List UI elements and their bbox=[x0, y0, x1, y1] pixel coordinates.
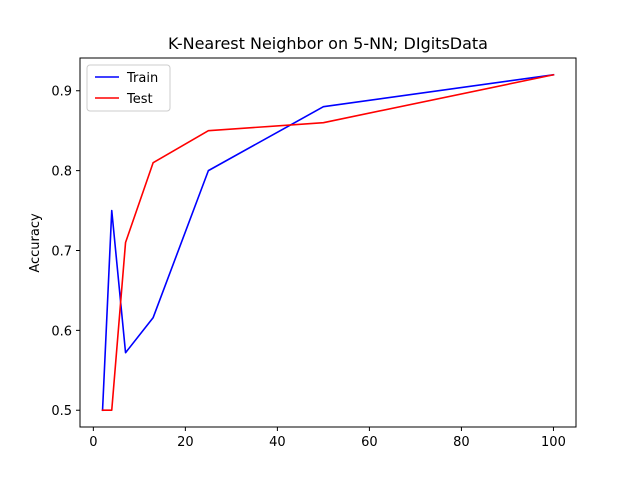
series-line-test bbox=[101, 73, 555, 412]
y-tick-label: 0.9 bbox=[51, 85, 72, 100]
x-tick-label: 20 bbox=[177, 435, 194, 450]
axes-frame bbox=[79, 57, 577, 428]
y-tick-label: 0.5 bbox=[51, 404, 72, 419]
series-lines bbox=[101, 73, 555, 412]
axes: 0 20 40 60 80 100 0.5 0.6 0.7 0.8 0.9 bbox=[51, 57, 577, 450]
chart-title: K-Nearest Neighbor on 5-NN; DIgitsData bbox=[168, 34, 488, 53]
legend-label-train: Train bbox=[126, 71, 158, 86]
x-tick-label: 80 bbox=[453, 435, 470, 450]
legend-label-test: Test bbox=[126, 92, 153, 107]
y-tick-label: 0.7 bbox=[51, 244, 72, 259]
y-axis-label: Accuracy bbox=[28, 213, 43, 273]
x-tick-label: 100 bbox=[541, 435, 566, 450]
plot-area bbox=[101, 73, 555, 412]
series-line-train bbox=[101, 73, 555, 412]
legend: Train Test bbox=[86, 64, 171, 112]
y-tick-label: 0.8 bbox=[51, 165, 72, 180]
x-tick-label: 60 bbox=[361, 435, 378, 450]
x-tick-label: 40 bbox=[269, 435, 286, 450]
y-tick-label: 0.6 bbox=[51, 324, 72, 339]
x-tick-label: 0 bbox=[89, 435, 97, 450]
